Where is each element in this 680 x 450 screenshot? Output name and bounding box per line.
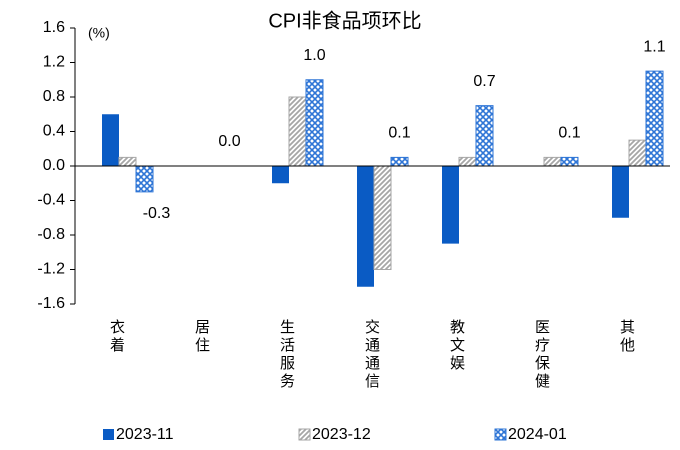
legend-swatch [298,428,311,441]
legend-swatch [494,428,507,441]
bar [390,156,409,167]
bar [118,156,137,167]
bar [475,105,494,167]
bar [442,166,459,244]
x-tick-label: 教文娱 [450,318,465,372]
data-label: 1.1 [643,38,665,55]
x-tick-label: 交通通信 [365,318,380,390]
y-tick-label: 1.2 [43,54,65,71]
legend-label: 2023-11 [116,426,174,443]
data-label: 1.0 [303,47,325,64]
x-tick-label: 生活服务 [280,318,295,390]
data-label: 0.1 [388,125,410,142]
data-label: -0.3 [143,205,171,222]
bar [543,156,562,167]
x-tick-label: 医疗保健 [535,318,550,390]
bar [645,70,664,167]
bar [628,139,647,167]
bar [102,114,119,166]
legend-label: 2023-12 [312,426,371,443]
y-tick-label: 0.0 [43,157,65,174]
bar [135,165,154,193]
bar [305,79,324,167]
data-label: 0.1 [558,125,580,142]
y-tick-label: -1.2 [37,261,65,278]
legend-swatch [103,429,114,440]
bar [357,166,374,287]
bar [458,156,477,167]
y-tick-label: 1.6 [43,19,65,36]
x-tick-label: 居住 [195,318,210,354]
y-tick-label: 0.8 [43,88,65,105]
bar [373,165,392,270]
bar [560,156,579,167]
bar [612,166,629,218]
x-tick-label: 衣着 [110,318,125,354]
bar [288,96,307,167]
chart-title: CPI非食品项环比 [268,9,421,32]
legend-label: 2024-01 [508,426,567,443]
x-tick-label: 其他 [620,318,635,354]
bar [272,166,289,184]
y-tick-label: -0.4 [37,192,65,209]
y-tick-label: -1.6 [37,295,65,312]
data-label: 0.7 [473,73,495,90]
y-tick-label: 0.4 [43,123,65,140]
y-unit: (%) [88,25,110,41]
y-tick-label: -0.8 [37,226,65,243]
data-label: 0.0 [218,133,240,150]
